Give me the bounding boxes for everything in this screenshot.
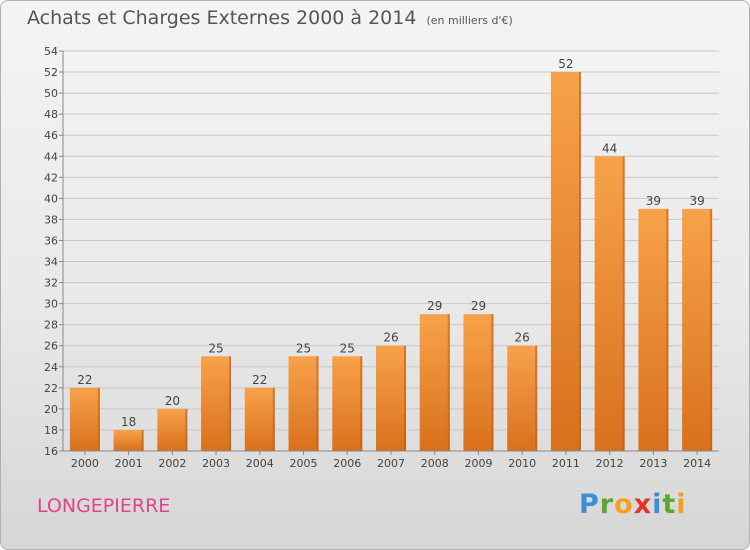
x-tick-label: 2003 [202,457,230,470]
bar-edge [97,387,100,451]
x-tick-label: 2002 [158,457,186,470]
y-tick-label: 50 [44,87,58,100]
x-tick-label: 2004 [246,457,274,470]
y-tick-label: 28 [44,319,58,332]
bar-edge [404,345,406,451]
y-tick-label: 38 [44,213,58,226]
y-tick-label: 26 [44,340,58,353]
bar [113,429,144,451]
y-tick-label: 30 [44,298,58,311]
bar-value-label: 26 [383,331,398,345]
y-tick-label: 54 [44,45,58,58]
y-axis: 16 18 20 22 24 26 28 30 32 34 36 38 40 42 44 46 48 50 52 54 [44,45,64,458]
x-tick-label: 2011 [552,457,580,470]
bar-value-label: 20 [165,394,180,408]
chart-title-block: Achats et Charges Externes 2000 à 2014 (e… [27,7,513,29]
bar [507,345,538,451]
bar-edge [272,387,275,451]
bar-edge [360,356,363,451]
x-axis: 2000 2001 2002 2003 2004 2005 2006 2007 2008 2009… [63,450,719,470]
bar-edge [141,429,144,451]
bar-value-label: 39 [646,194,661,208]
bar-edge [666,208,669,451]
y-tick-label: 44 [44,150,58,163]
bar-edge [185,408,188,451]
bar [244,387,275,451]
y-tick-label: 16 [44,445,58,458]
bar-value-label: 29 [471,299,486,313]
bar-value-label: 22 [77,373,92,387]
bar [638,208,669,451]
bar [594,156,625,451]
y-tick-label: 42 [44,171,58,184]
x-tick-label: 2000 [71,457,99,470]
proxiti-logo-icon: Proxiti [579,489,687,520]
y-tick-label: 52 [44,66,58,79]
x-tick-label: 2006 [333,457,361,470]
x-tick-label: 2012 [596,457,624,470]
y-tick-label: 36 [44,234,58,247]
x-tick-label: 2005 [290,457,318,470]
bar-value-label: 44 [602,141,617,155]
bar [550,72,581,451]
bar [682,208,713,451]
x-tick-label: 2010 [508,457,536,470]
bar-edge [710,208,713,451]
bar-edge [316,356,319,451]
commune-name: LONGEPIERRE [37,495,171,517]
y-tick-label: 48 [44,108,58,121]
bars: 22 18 20 25 22 25 25 26 29 29 26 52 44 39 39 [69,57,713,451]
bar [376,345,406,451]
x-tick-label: 2008 [421,457,449,470]
bar-edge [447,314,450,451]
bar-value-label: 25 [208,341,223,355]
x-tick-label: 2014 [683,457,711,470]
x-tick-label: 2001 [115,457,143,470]
x-tick-label: 2007 [377,457,405,470]
y-tick-label: 32 [44,277,58,290]
bar-value-label: 25 [296,341,311,355]
y-tick-label: 18 [44,424,58,437]
bar-edge [622,156,625,451]
bar [69,387,100,451]
y-tick-label: 22 [44,382,58,395]
bar-value-label: 52 [558,57,573,71]
chart-title: Achats et Charges Externes 2000 à 2014 [27,7,417,29]
bar [463,314,494,451]
bar [157,408,188,451]
y-tick-label: 40 [44,192,58,205]
bar-value-label: 29 [427,299,442,313]
bar-value-label: 39 [689,194,704,208]
y-tick-label: 46 [44,129,58,142]
chart-unit: (en milliers d'€) [426,14,513,27]
x-tick-label: 2009 [464,457,492,470]
bar-value-label: 22 [252,373,267,387]
y-tick-label: 20 [44,403,58,416]
bar-edge [229,356,232,451]
x-tick-label: 2013 [639,457,667,470]
bar-edge [491,314,494,451]
bar-edge [578,72,581,451]
bar-value-label: 25 [340,341,355,355]
bar [419,314,450,451]
bar [201,356,232,451]
y-tick-label: 34 [44,256,58,269]
bar [288,356,319,451]
bar-value-label: 26 [515,331,530,345]
bar [332,356,363,451]
bar-value-label: 18 [121,415,136,429]
bar-edge [535,345,538,451]
y-tick-label: 24 [44,361,58,374]
